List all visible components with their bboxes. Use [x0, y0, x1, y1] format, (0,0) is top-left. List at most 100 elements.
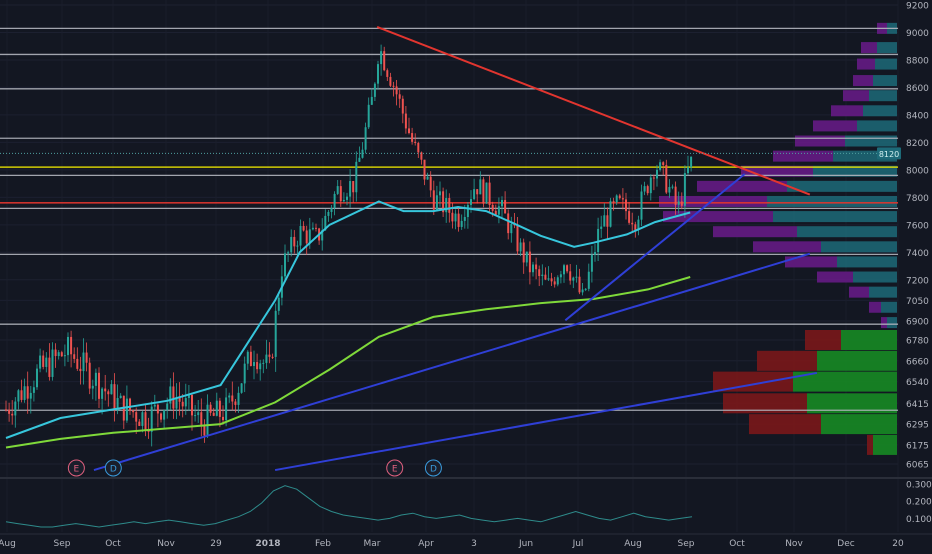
candle-body	[606, 215, 609, 227]
candle-body	[656, 169, 658, 179]
volume-profile-up	[881, 301, 897, 313]
candle-body	[98, 372, 100, 399]
candle-body	[516, 225, 519, 252]
volume-profile-down	[697, 180, 787, 192]
candle-body	[547, 278, 550, 280]
price-tick-label: 7400	[906, 249, 929, 259]
candle-body	[14, 401, 17, 416]
time-tick-label: 20	[892, 539, 904, 549]
candle-body	[73, 354, 76, 359]
candle-body	[125, 398, 128, 421]
candle-body	[550, 278, 553, 282]
candle-body	[101, 388, 104, 399]
volume-profile-up	[887, 317, 897, 329]
candle-body	[308, 229, 311, 244]
dividend-marker	[424, 459, 442, 477]
candle-body	[532, 264, 534, 273]
candle-body	[63, 355, 66, 357]
candle-body	[519, 242, 522, 252]
candle-body	[8, 409, 11, 414]
candle-body	[129, 398, 131, 411]
candle-body	[200, 412, 203, 425]
candle-body	[442, 191, 445, 213]
candle-body	[674, 186, 677, 205]
candle-body	[107, 391, 110, 395]
candle-body	[243, 363, 246, 384]
candle-body	[541, 274, 544, 277]
candle-body	[144, 412, 147, 430]
candle-body	[287, 252, 290, 254]
candle-body	[104, 388, 107, 392]
candle-body	[141, 412, 144, 426]
candle-body	[535, 264, 538, 270]
candle-body	[42, 355, 45, 367]
event-marker-label: E	[392, 465, 398, 475]
candle-body	[215, 400, 218, 416]
trend-line	[376, 26, 811, 196]
candle-body	[587, 271, 590, 289]
candle-body	[423, 159, 426, 180]
volume-profile-up	[875, 58, 897, 70]
candle-body	[82, 352, 85, 372]
candle-body	[479, 179, 482, 195]
candle-body	[333, 193, 336, 209]
candle-body	[432, 190, 435, 210]
candle-body	[296, 245, 299, 247]
candle-body	[683, 173, 686, 206]
volume-profile-up	[845, 135, 897, 147]
volume-profile-up	[767, 195, 897, 207]
candle-body	[67, 336, 69, 356]
candle-body	[265, 354, 268, 363]
candle-body	[538, 269, 541, 277]
time-tick-label: Oct	[105, 539, 121, 549]
volume-profile-up	[817, 350, 897, 371]
time-tick-label: Nov	[785, 539, 803, 549]
candle-body	[380, 51, 383, 65]
candle-body	[473, 189, 476, 200]
price-tick-label: 9200	[906, 2, 929, 12]
time-tick-label: Dec	[837, 539, 854, 549]
candle-body	[178, 397, 181, 402]
candle-body	[426, 176, 429, 180]
price-tick-label: 6065	[906, 461, 929, 471]
candle-body	[597, 228, 600, 253]
candle-body	[256, 362, 259, 370]
candle-body	[621, 198, 624, 200]
candle-body	[649, 177, 652, 194]
candle-body	[435, 195, 438, 210]
price-tick-label: 8200	[906, 139, 929, 149]
price-tick-label: 8800	[906, 56, 929, 66]
candle-body	[364, 127, 367, 150]
volume-profile-up	[873, 75, 897, 87]
candle-body	[70, 336, 73, 355]
volume-profile-up	[813, 165, 897, 177]
candle-body	[411, 133, 414, 142]
candle-body	[671, 186, 674, 188]
price-tick-label: 7800	[906, 194, 929, 204]
candle-body	[485, 182, 488, 204]
price-tick-label: 6900	[906, 318, 929, 328]
volume-profile	[659, 22, 897, 455]
time-tick-label: Sep	[678, 539, 695, 549]
candle-body	[156, 404, 159, 414]
candle-body	[414, 141, 417, 144]
candle-body	[172, 386, 175, 409]
time-tick-label: Feb	[315, 539, 331, 549]
volume-profile-down	[785, 256, 837, 268]
candle-body	[497, 206, 500, 215]
current-price-box	[877, 147, 901, 160]
candle-body	[522, 242, 525, 263]
candle-body	[398, 94, 401, 99]
candle-body	[169, 386, 172, 404]
indicator-line	[5, 485, 693, 528]
candle-body	[225, 397, 228, 421]
event-marker-label: D	[430, 465, 437, 475]
candle-body	[222, 416, 224, 421]
candle-body	[262, 362, 265, 364]
candle-body	[138, 421, 141, 426]
candle-body	[54, 349, 57, 357]
